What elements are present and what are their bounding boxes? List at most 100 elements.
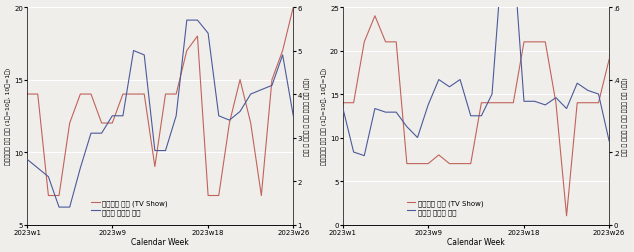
외국인 관광객 평가 bbox=[552, 97, 560, 100]
외국인 관광객 평가 bbox=[563, 108, 571, 111]
외국인 관광객 평가 bbox=[204, 33, 212, 36]
Y-axis label: 케이콘텐츠 순위 합계 (1등=10점, 10등=1점): 케이콘텐츠 순위 합계 (1등=10점, 10등=1점) bbox=[321, 68, 327, 165]
인기순위 합계 (TV Show) bbox=[414, 163, 422, 166]
외국인 관광객 평가 bbox=[382, 111, 389, 114]
인기순위 합계 (TV Show) bbox=[193, 35, 201, 38]
인기순위 합계 (TV Show) bbox=[392, 41, 400, 44]
외국인 관광객 평가 bbox=[531, 100, 538, 103]
외국인 관광객 평가 bbox=[151, 149, 158, 152]
인기순위 합계 (TV Show) bbox=[467, 163, 474, 166]
외국인 관광객 평가 bbox=[350, 151, 358, 154]
인기순위 합계 (TV Show) bbox=[510, 102, 517, 105]
외국인 관광객 평가 bbox=[541, 104, 549, 107]
외국인 관광객 평가 bbox=[193, 19, 201, 22]
외국인 관광객 평가 bbox=[98, 132, 105, 135]
인기순위 합계 (TV Show) bbox=[98, 122, 105, 125]
인기순위 합계 (TV Show) bbox=[446, 163, 453, 166]
외국인 관광객 평가 bbox=[446, 86, 453, 89]
외국인 관광객 평가 bbox=[488, 93, 496, 96]
외국인 관광객 평가 bbox=[467, 115, 474, 118]
인기순위 합계 (TV Show) bbox=[531, 41, 538, 44]
외국인 관광객 평가 bbox=[605, 140, 613, 143]
인기순위 합계 (TV Show) bbox=[204, 194, 212, 197]
X-axis label: Calendar Week: Calendar Week bbox=[131, 237, 189, 246]
인기순위 합계 (TV Show) bbox=[382, 41, 389, 44]
외국인 관광객 평가 bbox=[456, 79, 464, 82]
인기순위 합계 (TV Show) bbox=[488, 102, 496, 105]
인기순위 합계 (TV Show) bbox=[87, 93, 94, 96]
인기순위 합계 (TV Show) bbox=[215, 194, 223, 197]
외국인 관광객 평가 bbox=[403, 126, 411, 129]
인기순위 합계 (TV Show) bbox=[573, 102, 581, 105]
인기순위 합계 (TV Show) bbox=[130, 93, 138, 96]
외국인 관광객 평가 bbox=[162, 149, 169, 152]
인기순위 합계 (TV Show) bbox=[456, 163, 464, 166]
인기순위 합계 (TV Show) bbox=[23, 93, 31, 96]
인기순위 합계 (TV Show) bbox=[34, 93, 42, 96]
인기순위 합계 (TV Show) bbox=[279, 50, 287, 53]
인기순위 합계 (TV Show) bbox=[477, 102, 485, 105]
외국인 관광객 평가 bbox=[119, 115, 127, 118]
X-axis label: Calendar Week: Calendar Week bbox=[447, 237, 505, 246]
외국인 관광객 평가 bbox=[520, 100, 527, 103]
인기순위 합계 (TV Show) bbox=[140, 93, 148, 96]
Y-axis label: 신규 등 가니다 외 국인 관광객 평균 (만명): 신규 등 가니다 외 국인 관광객 평균 (만명) bbox=[305, 77, 310, 155]
인기순위 합계 (TV Show) bbox=[162, 93, 169, 96]
Legend: 인기순위 합계 (TV Show), 외국인 관광객 평가: 인기순위 합계 (TV Show), 외국인 관광객 평가 bbox=[405, 197, 486, 217]
인기순위 합계 (TV Show) bbox=[361, 41, 368, 44]
인기순위 합계 (TV Show) bbox=[435, 154, 443, 157]
외국인 관광객 평가 bbox=[44, 175, 52, 178]
외국인 관광객 평가 bbox=[371, 108, 378, 111]
인기순위 합계 (TV Show) bbox=[119, 93, 127, 96]
인기순위 합계 (TV Show) bbox=[584, 102, 592, 105]
인기순위 합계 (TV Show) bbox=[499, 102, 507, 105]
외국인 관광객 평가 bbox=[279, 54, 287, 57]
외국인 관광객 평가 bbox=[236, 110, 244, 113]
인기순위 합계 (TV Show) bbox=[172, 93, 180, 96]
Line: 외국인 관광객 평가: 외국인 관광객 평가 bbox=[343, 0, 609, 156]
외국인 관광객 평가 bbox=[34, 167, 42, 170]
외국인 관광객 평가 bbox=[339, 108, 347, 111]
Legend: 인기순위 합계 (TV Show), 외국인 관광객 평가: 인기순위 합계 (TV Show), 외국인 관광객 평가 bbox=[89, 197, 170, 217]
인기순위 합계 (TV Show) bbox=[552, 102, 560, 105]
인기순위 합계 (TV Show) bbox=[520, 41, 527, 44]
인기순위 합계 (TV Show) bbox=[541, 41, 549, 44]
인기순위 합계 (TV Show) bbox=[350, 102, 358, 105]
인기순위 합계 (TV Show) bbox=[290, 7, 297, 10]
인기순위 합계 (TV Show) bbox=[44, 194, 52, 197]
인기순위 합계 (TV Show) bbox=[66, 122, 74, 125]
외국인 관광객 평가 bbox=[66, 206, 74, 209]
외국인 관광객 평가 bbox=[257, 89, 265, 92]
외국인 관광객 평가 bbox=[172, 115, 180, 118]
외국인 관광객 평가 bbox=[77, 167, 84, 170]
외국인 관광객 평가 bbox=[23, 158, 31, 161]
Line: 외국인 관광객 평가: 외국인 관광객 평가 bbox=[27, 21, 294, 207]
외국인 관광객 평가 bbox=[361, 154, 368, 158]
외국인 관광객 평가 bbox=[55, 206, 63, 209]
Line: 인기순위 합계 (TV Show): 인기순위 합계 (TV Show) bbox=[27, 8, 294, 196]
외국인 관광객 평가 bbox=[87, 132, 94, 135]
인기순위 합계 (TV Show) bbox=[339, 102, 347, 105]
외국인 관광객 평가 bbox=[140, 54, 148, 57]
인기순위 합계 (TV Show) bbox=[563, 214, 571, 217]
Y-axis label: 신규 등 가니다 외 국인 관광객 평균 (만명): 신규 등 가니다 외 국인 관광객 평균 (만명) bbox=[623, 77, 628, 155]
인기순위 합계 (TV Show) bbox=[595, 102, 602, 105]
인기순위 합계 (TV Show) bbox=[108, 122, 116, 125]
인기순위 합계 (TV Show) bbox=[257, 194, 265, 197]
인기순위 합계 (TV Show) bbox=[605, 58, 613, 61]
외국인 관광객 평가 bbox=[215, 115, 223, 118]
외국인 관광객 평가 bbox=[584, 89, 592, 92]
외국인 관광객 평가 bbox=[130, 50, 138, 53]
외국인 관광객 평가 bbox=[247, 93, 254, 96]
Line: 인기순위 합계 (TV Show): 인기순위 합계 (TV Show) bbox=[343, 17, 609, 216]
외국인 관광객 평가 bbox=[108, 115, 116, 118]
외국인 관광객 평가 bbox=[424, 104, 432, 107]
외국인 관광객 평가 bbox=[435, 79, 443, 82]
인기순위 합계 (TV Show) bbox=[247, 122, 254, 125]
외국인 관광객 평가 bbox=[268, 84, 276, 87]
인기순위 합계 (TV Show) bbox=[268, 79, 276, 82]
인기순위 합계 (TV Show) bbox=[151, 165, 158, 168]
외국인 관광객 평가 bbox=[290, 115, 297, 118]
외국인 관광객 평가 bbox=[226, 119, 233, 122]
Y-axis label: 케이콘텐츠 순위 합계 (1등=10점, 10등=1점): 케이콘텐츠 순위 합계 (1등=10점, 10등=1점) bbox=[6, 68, 11, 165]
